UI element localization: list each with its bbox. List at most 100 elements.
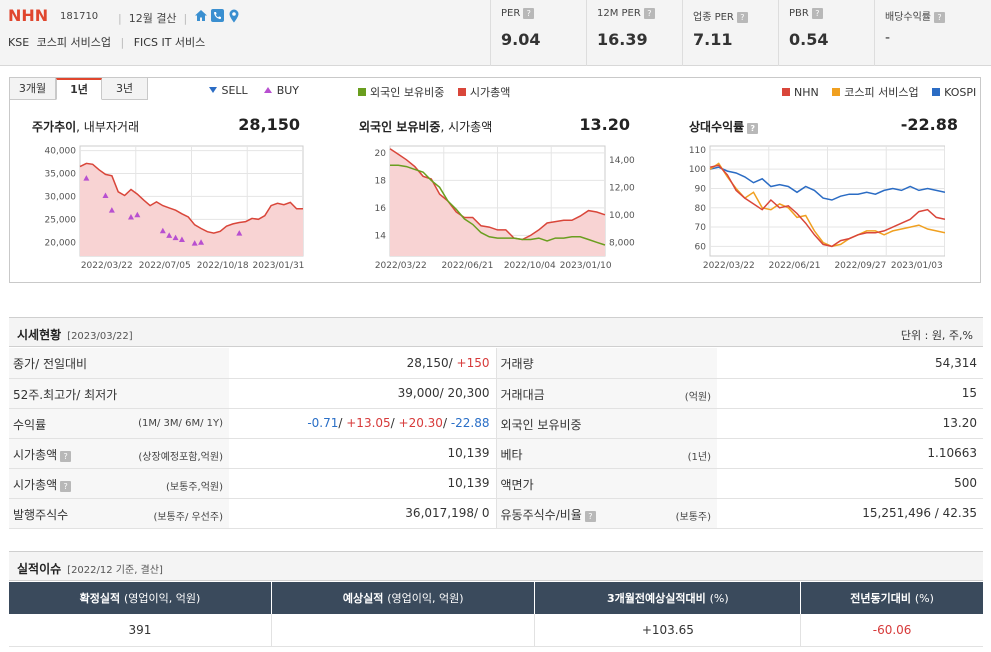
home-icon[interactable] bbox=[194, 9, 207, 22]
row-value: 36,017,198/ 0 bbox=[229, 498, 496, 529]
series-line bbox=[709, 162, 945, 248]
legend-sell: SELL bbox=[221, 84, 248, 97]
x-tick-label: 2022/06/21 bbox=[441, 261, 493, 271]
industry[interactable]: 코스피 서비스업 bbox=[36, 36, 111, 49]
x-tick-label: 2022/03/22 bbox=[81, 261, 133, 271]
tab-1y[interactable]: 1년 bbox=[56, 78, 102, 100]
return-1y: -22.88 bbox=[450, 416, 490, 430]
panel-title-text: 외국인 보유비중 bbox=[359, 120, 441, 134]
x-tick-label: 2022/03/22 bbox=[375, 261, 427, 271]
row-label: 종가/ 전일대비 bbox=[9, 348, 229, 379]
y-tick-label: 70 bbox=[695, 223, 707, 233]
market-status-table: 종가/ 전일대비 28,150/ +150 거래량 54,314 52주.최고가/ 최저… bbox=[9, 348, 983, 529]
row-value: 15,251,496 / 42.35 bbox=[717, 498, 983, 529]
row-label-text: 수익률 bbox=[13, 417, 47, 432]
section-title-text: 실적이슈 bbox=[17, 562, 62, 576]
row-label-text: 거래량 bbox=[500, 357, 534, 371]
x-tick-label: 2022/09/27 bbox=[834, 261, 886, 271]
x-tick-label: 2022/07/05 bbox=[139, 261, 191, 271]
col-title: 전년동기대비 bbox=[850, 592, 912, 605]
col-title: 예상실적 bbox=[342, 592, 384, 605]
row-sublabel: (1년) bbox=[687, 451, 711, 463]
help-icon[interactable]: ? bbox=[584, 510, 596, 522]
y-tick-label: 90 bbox=[695, 184, 707, 194]
col-title: 3개월전예상실적대비 bbox=[607, 592, 706, 605]
x-tick-label: 2023/01/10 bbox=[560, 261, 612, 271]
stock-code: 181710 bbox=[60, 11, 99, 22]
vs-forecast-value: +103.65 bbox=[534, 614, 802, 647]
panel-title-price: 주가추이, 내부자거래 bbox=[32, 118, 139, 135]
phone-icon[interactable] bbox=[211, 9, 224, 22]
foreign-chart: 20 18 16 14 14,000 12,000 10,000 8,000 2022/03/2… bbox=[375, 145, 635, 271]
panel-value-foreign: 13.20 bbox=[579, 115, 630, 134]
legend-mcap-label: 시가총액 bbox=[469, 86, 511, 99]
col-sub: (%) bbox=[709, 592, 729, 605]
series-line bbox=[709, 164, 945, 248]
row-label-wrap: 베타 bbox=[501, 446, 523, 463]
tab-3y[interactable]: 3년 bbox=[102, 78, 148, 100]
return-1m: -0.71 bbox=[307, 416, 339, 430]
help-icon[interactable]: ? bbox=[643, 8, 655, 19]
legend-service-label: 코스피 서비스업 bbox=[844, 86, 919, 99]
12m-per-label-text: 12M PER bbox=[597, 8, 641, 19]
fiscal-label: 12월 결산 bbox=[128, 12, 177, 25]
unit-label: 단위 : 원, 주,% bbox=[900, 329, 973, 342]
row-label: 시가총액? (보통주,억원) bbox=[9, 468, 229, 499]
x-tick-label: 2022/10/18 bbox=[197, 261, 249, 271]
foreign-ratio-line bbox=[390, 164, 606, 246]
y2-tick-label: 8,000 bbox=[609, 238, 635, 248]
period-tabs: 3개월 1년 3년 bbox=[10, 78, 148, 100]
buy-marker bbox=[102, 192, 109, 198]
help-icon[interactable]: ? bbox=[934, 12, 945, 23]
help-icon[interactable]: ? bbox=[736, 12, 748, 23]
row-sublabel: (상장예정포함,억원) bbox=[138, 451, 223, 463]
y-tick-label: 16 bbox=[375, 204, 387, 214]
row-label-wrap: 52주.최고가/ 최저가 bbox=[13, 386, 117, 403]
row-sublabel: (보통주) bbox=[675, 511, 711, 523]
price-line bbox=[79, 162, 303, 234]
panel-subtitle: , 시가총액 bbox=[440, 120, 493, 134]
separator: | bbox=[118, 12, 129, 25]
row-label: 액면가 bbox=[495, 468, 717, 499]
12m-per-label: 12M PER? bbox=[597, 8, 655, 19]
pbr-label-text: PBR bbox=[789, 8, 809, 19]
buy-marker bbox=[191, 240, 198, 246]
pbr-box: PBR? 0.54 bbox=[778, 0, 874, 66]
classification: KSE 코스피 서비스업 | FICS IT 서비스 bbox=[8, 34, 205, 50]
buy-marker bbox=[172, 234, 179, 241]
fics[interactable]: FICS IT 서비스 bbox=[133, 36, 206, 49]
cell-value: 39,000/ 20,300 bbox=[397, 386, 490, 400]
help-icon[interactable]: ? bbox=[811, 8, 823, 19]
col-confirmed: 확정실적 (영업이익, 억원) bbox=[9, 582, 272, 614]
row-label: 거래량 bbox=[495, 348, 717, 379]
cell-value: 10,139 bbox=[447, 446, 490, 460]
x-tick-label: 2022/06/21 bbox=[769, 261, 821, 271]
table-row: 발행주식수 (보통주/ 우선주) 36,017,198/ 0 유동주식수/비율? (보통… bbox=[9, 498, 983, 529]
separator: | bbox=[120, 36, 125, 49]
table-row: 391 +103.65 -60.06 bbox=[9, 614, 983, 647]
map-pin-icon[interactable] bbox=[228, 9, 241, 23]
legend-buy: BUY bbox=[276, 84, 300, 97]
earnings-header: 실적이슈 [2022/12 기준, 결산] bbox=[9, 551, 983, 581]
row-value: 39,000/ 20,300 bbox=[229, 378, 496, 409]
y-tick-label: 30,000 bbox=[45, 192, 77, 202]
y2-tick-label: 12,000 bbox=[609, 183, 635, 193]
separator: | bbox=[176, 12, 188, 25]
col-sub: (영업이익, 억원) bbox=[387, 592, 464, 605]
help-icon[interactable]: ? bbox=[523, 8, 535, 19]
help-icon[interactable]: ? bbox=[60, 480, 72, 492]
panel-title-foreign: 외국인 보유비중, 시가총액 bbox=[359, 118, 492, 135]
table-row: 시가총액? (보통주,억원) 10,139 액면가 500 bbox=[9, 468, 983, 499]
legend-foreign: 외국인 보유비중 시가총액 bbox=[358, 84, 510, 100]
help-icon[interactable]: ? bbox=[747, 123, 759, 134]
row-label-text: 베타 bbox=[500, 447, 523, 462]
legend-insider: SELL BUY bbox=[208, 84, 299, 97]
row-label: 시가총액? (상장예정포함,억원) bbox=[9, 438, 229, 469]
tab-3m[interactable]: 3개월 bbox=[10, 78, 56, 100]
row-label: 거래대금 (억원) bbox=[495, 378, 717, 409]
stock-header: NHN 181710 | 12월 결산 | KSE 코스피 서비스업 | FIC… bbox=[0, 0, 991, 66]
per-label: PER? bbox=[501, 8, 535, 19]
pbr-label: PBR? bbox=[789, 8, 823, 19]
help-icon[interactable]: ? bbox=[60, 450, 72, 462]
buy-marker bbox=[178, 236, 185, 242]
